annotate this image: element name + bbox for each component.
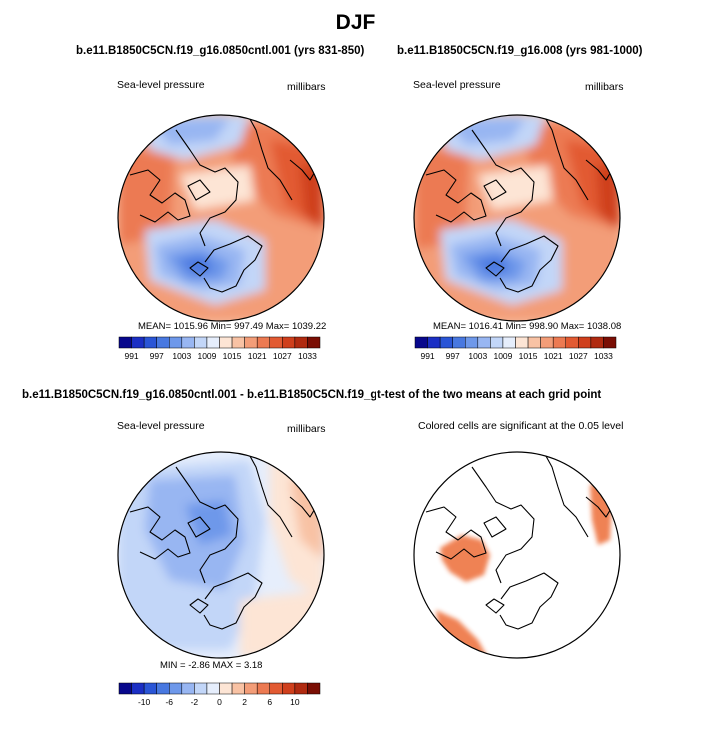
colorbar-box bbox=[269, 336, 283, 349]
colorbar-box bbox=[590, 336, 604, 349]
colorbar-box bbox=[231, 682, 245, 695]
colorbar-box bbox=[219, 336, 233, 349]
colorbar-tick-label: 1009 bbox=[493, 351, 512, 361]
colorbar-box bbox=[194, 336, 208, 349]
colorbar-box bbox=[452, 336, 466, 349]
colorbar-tick-label: 1027 bbox=[569, 351, 588, 361]
colorbar-box bbox=[427, 336, 441, 349]
colorbar-box bbox=[131, 336, 145, 349]
colorbar-box bbox=[156, 336, 170, 349]
colorbar-box bbox=[515, 336, 529, 349]
colorbar-box bbox=[282, 682, 296, 695]
colorbar-box bbox=[256, 682, 270, 695]
colorbar-box bbox=[465, 336, 479, 349]
colorbar-tick-label: 1033 bbox=[298, 351, 317, 361]
panel2-units: millibars bbox=[585, 81, 624, 93]
colorbar-box bbox=[477, 336, 491, 349]
colorbar-box bbox=[206, 336, 220, 349]
colorbar-box bbox=[603, 336, 617, 349]
colorbar-box bbox=[552, 336, 566, 349]
panel2-title: b.e11.B1850C5CN.f19_g16.008 (yrs 981-100… bbox=[397, 45, 643, 57]
colorbar-tick-label: -6 bbox=[165, 697, 173, 707]
panel1-colorbar: 991 997 1003 1009 1015 1021 1027 1033 bbox=[118, 336, 321, 361]
panel2-map bbox=[414, 115, 620, 321]
panel1-units: millibars bbox=[287, 81, 326, 93]
panel4-map bbox=[414, 452, 620, 658]
colorbar-tick-label: 1015 bbox=[223, 351, 242, 361]
colorbar-box bbox=[219, 682, 233, 695]
colorbar-tick-label: 1033 bbox=[594, 351, 613, 361]
colorbar-box bbox=[169, 682, 183, 695]
colorbar-box bbox=[490, 336, 504, 349]
colorbar-box bbox=[143, 336, 157, 349]
colorbar-tick-label: 0 bbox=[217, 697, 222, 707]
panel3-map bbox=[118, 452, 324, 658]
colorbar-tick-label: 1027 bbox=[273, 351, 292, 361]
colorbar-tick-label: 991 bbox=[420, 351, 434, 361]
colorbar-box bbox=[439, 336, 453, 349]
colorbar-box bbox=[502, 336, 516, 349]
colorbar-tick-label: 1009 bbox=[197, 351, 216, 361]
colorbar-tick-label: 6 bbox=[267, 697, 272, 707]
colorbar-box bbox=[181, 682, 195, 695]
panel2-left-label: Sea-level pressure bbox=[413, 79, 501, 91]
panel3-left-label: Sea-level pressure bbox=[117, 420, 205, 432]
colorbar-tick-label: 1015 bbox=[519, 351, 538, 361]
colorbar-box bbox=[156, 682, 170, 695]
colorbar-tick-label: 997 bbox=[446, 351, 460, 361]
colorbar-box bbox=[540, 336, 554, 349]
panel3-title: b.e11.B1850C5CN.f19_g16.0850cntl.001 - b… bbox=[22, 389, 413, 401]
colorbar-tick-label: -2 bbox=[191, 697, 199, 707]
colorbar-box bbox=[294, 336, 308, 349]
colorbar-tick-label: 1003 bbox=[468, 351, 487, 361]
panel3-stats: MIN = -2.86 MAX = 3.18 bbox=[160, 660, 263, 671]
panel1-stats: MEAN= 1015.96 Min= 997.49 Max= 1039.22 bbox=[138, 321, 327, 332]
colorbar-tick-label: 1003 bbox=[172, 351, 191, 361]
colorbar-box bbox=[206, 682, 220, 695]
colorbar-tick-label: 991 bbox=[124, 351, 138, 361]
colorbar-box bbox=[169, 336, 183, 349]
colorbar-box bbox=[565, 336, 579, 349]
sig-region-arctic bbox=[440, 535, 490, 582]
colorbar-box bbox=[527, 336, 541, 349]
colorbar-box bbox=[307, 682, 321, 695]
colorbar-tick-label: 1021 bbox=[544, 351, 563, 361]
colorbar-tick-label: 10 bbox=[290, 697, 300, 707]
panel4-subtitle: Colored cells are significant at the 0.0… bbox=[418, 420, 624, 432]
panel1-map bbox=[118, 115, 324, 321]
colorbar-box bbox=[578, 336, 592, 349]
colorbar-box bbox=[256, 336, 270, 349]
colorbar-box bbox=[118, 682, 132, 695]
colorbar-tick-label: -10 bbox=[138, 697, 151, 707]
colorbar-box bbox=[307, 336, 321, 349]
colorbar-tick-label: 2 bbox=[242, 697, 247, 707]
colorbar-box bbox=[282, 336, 296, 349]
panel2-colorbar: 991 997 1003 1009 1015 1021 1027 1033 bbox=[414, 336, 617, 361]
panel4-title: t-test of the two means at each grid poi… bbox=[376, 389, 602, 401]
colorbar-box bbox=[414, 336, 428, 349]
colorbar-box bbox=[244, 682, 258, 695]
colorbar-box bbox=[269, 682, 283, 695]
colorbar-tick-label: 1021 bbox=[248, 351, 267, 361]
colorbar-box bbox=[244, 336, 258, 349]
colorbar-box bbox=[294, 682, 308, 695]
panel1-left-label: Sea-level pressure bbox=[117, 79, 205, 91]
panel1-title: b.e11.B1850C5CN.f19_g16.0850cntl.001 (yr… bbox=[76, 45, 365, 57]
colorbar-box bbox=[231, 336, 245, 349]
colorbar-box bbox=[194, 682, 208, 695]
colorbar-box bbox=[131, 682, 145, 695]
figure-title: DJF bbox=[335, 11, 376, 34]
colorbar-box bbox=[143, 682, 157, 695]
colorbar-box bbox=[181, 336, 195, 349]
panel2-stats: MEAN= 1016.41 Min= 998.90 Max= 1038.08 bbox=[433, 321, 622, 332]
panel3-units: millibars bbox=[287, 423, 326, 435]
colorbar-box bbox=[118, 336, 132, 349]
colorbar-tick-label: 997 bbox=[150, 351, 164, 361]
panel3-colorbar: -10 -6 -2 0 2 6 10 bbox=[118, 682, 321, 707]
